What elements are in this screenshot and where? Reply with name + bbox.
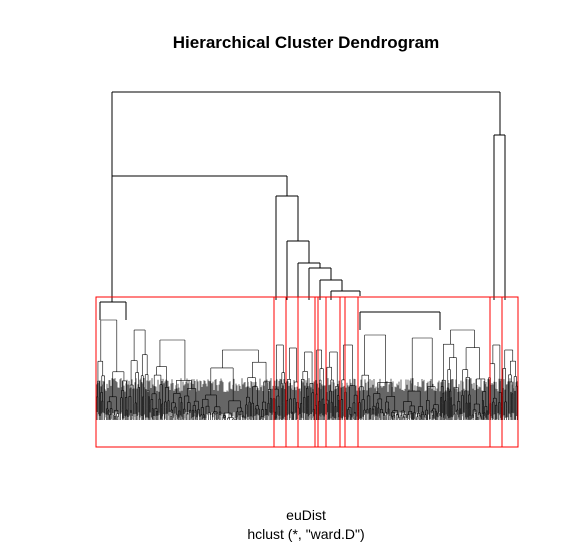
cluster-box-11 xyxy=(489,296,503,448)
chart-title: Hierarchical Cluster Dendrogram xyxy=(173,33,439,52)
cluster-box-9 xyxy=(344,296,359,448)
cluster-box-10 xyxy=(357,296,491,448)
cluster-box-7 xyxy=(325,296,341,448)
cluster-box-12 xyxy=(501,296,519,448)
cluster-cut-boxes xyxy=(95,296,519,448)
cluster-box-6 xyxy=(317,296,327,448)
cluster-box-2 xyxy=(273,296,287,448)
dendrogram-tree xyxy=(99,91,506,330)
cluster-box-4 xyxy=(297,296,316,448)
dendrogram-leaf-mass xyxy=(95,319,519,420)
x-axis-label: euDist xyxy=(286,507,326,523)
method-sublabel: hclust (*, "ward.D") xyxy=(247,526,364,542)
cluster-box-8 xyxy=(339,296,346,448)
